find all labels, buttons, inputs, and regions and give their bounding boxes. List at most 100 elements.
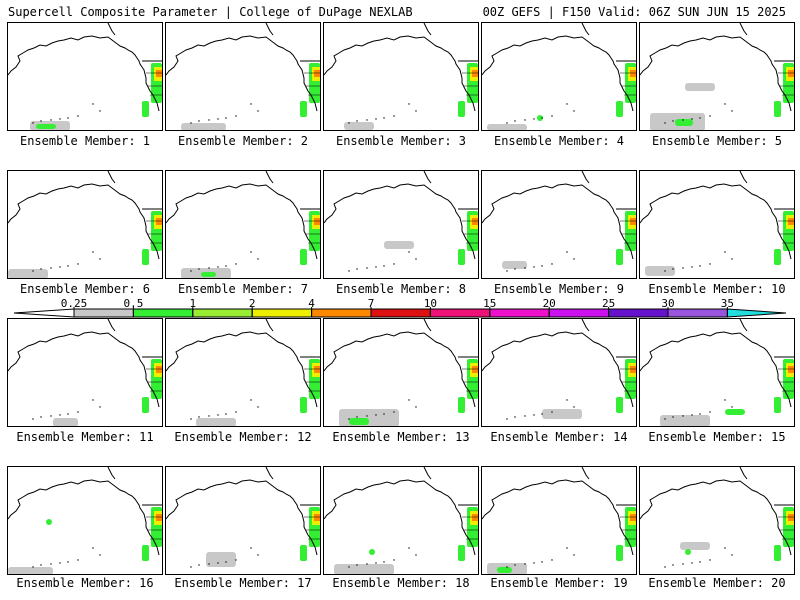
- scp-contour: [181, 123, 226, 130]
- island: [664, 566, 666, 568]
- island: [566, 399, 568, 401]
- island: [59, 562, 61, 564]
- island: [366, 563, 368, 565]
- scp-contour: [339, 409, 399, 426]
- scp-contour: [774, 101, 781, 117]
- island: [699, 561, 701, 563]
- colorbar-segment: [370, 308, 431, 318]
- state-lines: [304, 516, 320, 540]
- member-label: Ensemble Member: 10: [648, 282, 786, 296]
- island: [541, 561, 543, 563]
- state-lines: [146, 72, 162, 96]
- island: [235, 559, 237, 561]
- island: [541, 265, 543, 267]
- map-svg: [482, 171, 636, 272]
- island: [59, 118, 61, 120]
- state-lines: [146, 220, 162, 244]
- island: [383, 413, 385, 415]
- colorbar-segment: [667, 308, 728, 318]
- scp-contour: [384, 241, 414, 249]
- island: [533, 266, 535, 268]
- colorbar-tick-label: 35: [720, 297, 735, 310]
- island: [724, 103, 726, 105]
- island: [40, 268, 42, 270]
- coastline: [739, 171, 748, 184]
- island: [524, 119, 526, 121]
- island: [664, 418, 666, 420]
- member-label: Ensemble Member: 1: [19, 134, 151, 148]
- map-panel-member-18: [323, 466, 479, 575]
- island: [691, 414, 693, 416]
- state-lines: [778, 368, 794, 392]
- island: [672, 564, 674, 566]
- island: [67, 413, 69, 415]
- scp-contour: [616, 545, 623, 561]
- island: [524, 267, 526, 269]
- coastline: [265, 319, 274, 332]
- state-lines: [778, 72, 794, 96]
- island: [691, 266, 693, 268]
- scp-contour: [300, 249, 307, 265]
- island: [506, 566, 508, 568]
- island: [40, 416, 42, 418]
- scp-contour: [680, 542, 710, 550]
- colorbar-segment: [251, 308, 313, 318]
- colorbar-segment: [608, 308, 669, 318]
- map-panel-member-12: [165, 318, 321, 427]
- member-label: Ensemble Member: 2: [177, 134, 309, 148]
- island: [664, 270, 666, 272]
- island: [551, 115, 553, 117]
- state-lines: [620, 516, 636, 540]
- coastline: [581, 467, 590, 480]
- coastline: [166, 35, 318, 112]
- scp-contour: [156, 218, 162, 225]
- island: [566, 547, 568, 549]
- member-label: Ensemble Member: 9: [493, 282, 625, 296]
- coastline: [482, 183, 634, 260]
- coastline: [107, 23, 116, 36]
- scp-contour: [196, 418, 236, 426]
- island: [682, 563, 684, 565]
- scp-contour: [458, 397, 465, 413]
- member-label: Ensemble Member: 3: [335, 134, 467, 148]
- colorbar-tick-label: 2: [248, 297, 256, 310]
- island: [99, 258, 101, 260]
- island: [731, 258, 733, 260]
- coastline: [166, 479, 318, 556]
- map-svg: [166, 467, 320, 568]
- colorbar-max-arrow: [726, 308, 787, 318]
- island: [40, 120, 42, 122]
- island: [415, 406, 417, 408]
- scp-contour: [788, 366, 794, 373]
- island: [375, 414, 377, 416]
- island: [408, 103, 410, 105]
- island: [67, 561, 69, 563]
- scp-contour: [645, 266, 675, 276]
- scp-contour: [660, 415, 710, 426]
- scp-contour: [502, 261, 527, 269]
- island: [514, 416, 516, 418]
- scp-contour: [142, 397, 149, 413]
- island: [551, 559, 553, 561]
- island: [348, 270, 350, 272]
- state-lines: [146, 516, 162, 540]
- coastline: [8, 479, 160, 556]
- island: [250, 399, 252, 401]
- scp-contour: [142, 545, 149, 561]
- map-svg: [640, 319, 794, 426]
- coastline: [265, 23, 274, 36]
- map-svg: [324, 171, 478, 272]
- scp-contour: [472, 70, 478, 77]
- colorbar-tick-label: 1: [189, 297, 197, 310]
- colorbar-tick-label: 4: [308, 297, 315, 310]
- state-lines: [304, 220, 320, 244]
- island: [566, 251, 568, 253]
- map-svg: [166, 319, 320, 426]
- coastline: [423, 171, 432, 184]
- colorbar-tick-label: 30: [661, 297, 675, 310]
- island: [709, 115, 711, 117]
- island: [59, 414, 61, 416]
- map-panel-member-10: [639, 170, 795, 279]
- map-panel-member-1: [7, 22, 163, 131]
- map-svg: [482, 467, 636, 574]
